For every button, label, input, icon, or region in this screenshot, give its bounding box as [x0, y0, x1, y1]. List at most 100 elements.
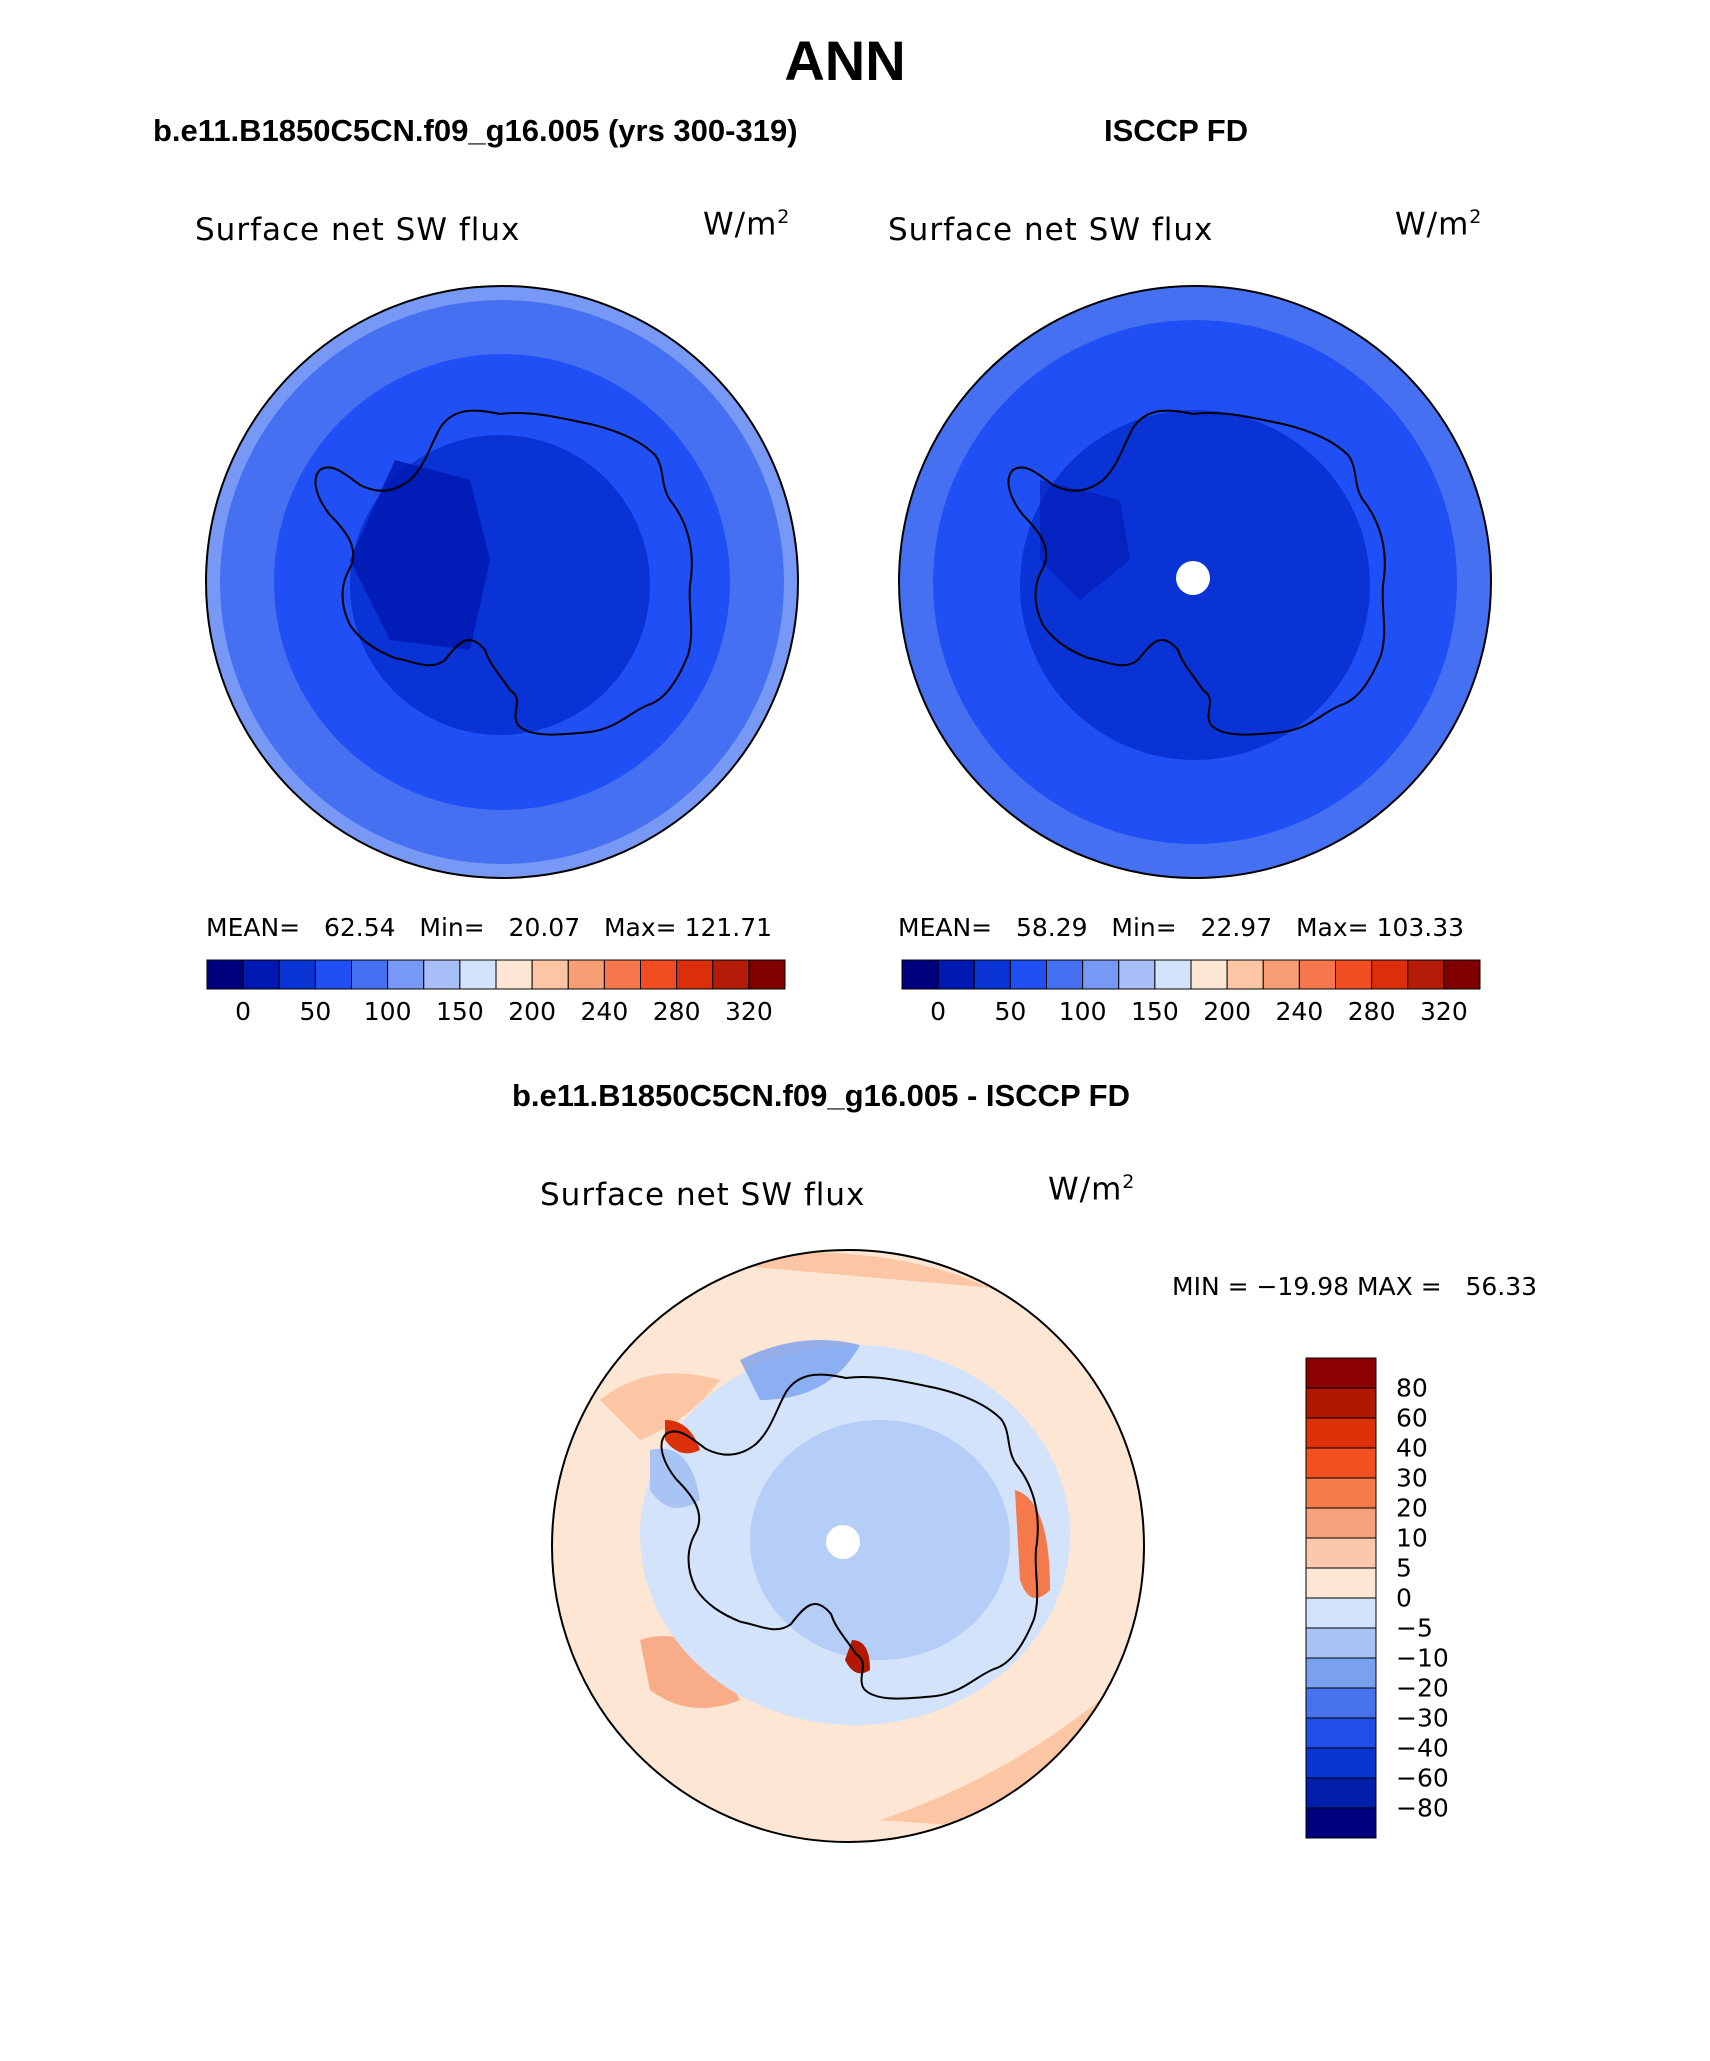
colorbar-model-tick-label: 0: [235, 997, 252, 1026]
colorbar-model-cell: [242, 959, 280, 990]
max-value: 103.33: [1376, 913, 1465, 942]
panel-obs-variable: Surface net SW flux: [888, 212, 1214, 248]
max-label: Max=: [603, 913, 677, 942]
colorbar-model-cell: [387, 959, 425, 990]
colorbar-model-tick-label: 240: [580, 997, 629, 1026]
colorbar-diff-cell: [1305, 1657, 1377, 1689]
colorbar-model-cell: [206, 959, 244, 990]
colorbar-diff-cell: [1305, 1357, 1377, 1389]
colorbar-model-cell: [459, 959, 497, 990]
colorbar-obs-cell: [973, 959, 1011, 990]
colorbar-diff-cell: [1305, 1387, 1377, 1419]
colorbar-obs-cell: [1335, 959, 1373, 990]
panel-diff-variable: Surface net SW flux: [540, 1177, 866, 1213]
panel-diff-units: W/m2: [1048, 1171, 1136, 1208]
colorbar-diff-tick-label: −5: [1396, 1613, 1433, 1643]
colorbar-model-cell: [495, 959, 533, 990]
colorbar-diff: [1305, 1357, 1377, 1839]
colorbar-model-cell: [567, 959, 605, 990]
panel-model-subtitle: b.e11.B1850C5CN.f09_g16.005 (yrs 300-319…: [153, 113, 798, 148]
colorbar-obs-cell: [1298, 959, 1336, 990]
colorbar-model-cell: [531, 959, 569, 990]
colorbar-model-tick-label: 50: [299, 997, 332, 1026]
colorbar-diff-tick-label: −80: [1396, 1793, 1449, 1823]
colorbar-diff-cell: [1305, 1537, 1377, 1569]
colorbar-diff-tick-label: 5: [1396, 1553, 1412, 1583]
colorbar-diff-cell: [1305, 1447, 1377, 1479]
colorbar-model-cell: [278, 959, 316, 990]
mean-label: MEAN=: [206, 913, 301, 942]
colorbar-model-cell: [603, 959, 641, 990]
panel-obs-units: W/m2: [1395, 206, 1483, 243]
colorbar-diff-tick-label: −40: [1396, 1733, 1449, 1763]
antarctica-coastline: [314, 409, 693, 736]
colorbar-obs-tick-label: 150: [1131, 997, 1179, 1026]
mean-value: 58.29: [1015, 913, 1088, 942]
mean-value: 62.54: [323, 913, 396, 942]
colorbar-model-cell: [712, 959, 750, 990]
colorbar-diff-cell: [1305, 1717, 1377, 1749]
colorbar-model-cell: [640, 959, 678, 990]
colorbar-obs-tick-label: 240: [1275, 997, 1324, 1026]
colorbar-obs-cell: [1443, 959, 1481, 990]
colorbar-diff-tick-label: −10: [1396, 1643, 1449, 1673]
colorbar-diff-cell: [1305, 1747, 1377, 1779]
colorbar-obs-cell: [1009, 959, 1047, 990]
panel-diff-subtitle: b.e11.B1850C5CN.f09_g16.005 - ISCCP FD: [512, 1078, 1131, 1113]
colorbar-model: [206, 959, 786, 990]
colorbar-obs-cell: [1046, 959, 1084, 990]
pole-hole: [1176, 561, 1210, 595]
panel-model-variable: Surface net SW flux: [195, 212, 521, 248]
antarctica-coastline: [660, 1373, 1039, 1700]
colorbar-obs-tick-label: 320: [1420, 997, 1468, 1026]
colorbar-diff-tick-label: 10: [1396, 1523, 1428, 1553]
colorbar-model-tick-label: 280: [652, 997, 701, 1026]
colorbar-model-cell: [351, 959, 389, 990]
min-label: Min=: [1111, 913, 1177, 942]
colorbar-obs: [901, 959, 1481, 990]
mean-label: MEAN=: [898, 913, 993, 942]
colorbar-obs-tick-label: 0: [930, 997, 947, 1026]
colorbar-obs-cell: [1371, 959, 1409, 990]
colorbar-diff-tick-label: 40: [1396, 1433, 1428, 1463]
colorbar-diff-cell: [1305, 1687, 1377, 1719]
panel-model-units: W/m2: [703, 206, 791, 243]
panel-obs-subtitle: ISCCP FD: [1104, 113, 1249, 148]
colorbar-obs-tick-label: 50: [994, 997, 1027, 1026]
colorbar-model-tick-label: 320: [725, 997, 773, 1026]
pole-hole: [826, 1525, 860, 1559]
colorbar-diff-cell: [1305, 1807, 1377, 1839]
colorbar-diff-cell: [1305, 1597, 1377, 1629]
min-value: 20.07: [508, 913, 581, 942]
figure-title: ANN: [784, 29, 906, 92]
colorbar-diff-cell: [1305, 1777, 1377, 1809]
map-diff-boundary: [551, 1249, 1145, 1843]
colorbar-diff-cell: [1305, 1507, 1377, 1539]
colorbar-obs-cell: [901, 959, 939, 990]
colorbar-obs-cell: [937, 959, 975, 990]
antarctica-coastline: [1007, 409, 1386, 736]
colorbar-diff-tick-label: 30: [1396, 1463, 1428, 1493]
colorbar-diff-tick-label: 0: [1396, 1583, 1412, 1613]
colorbar-diff-cell: [1305, 1627, 1377, 1659]
max-value: 121.71: [684, 913, 773, 942]
panel-diff-minmax: MIN = −19.98 MAX = 56.33: [1172, 1272, 1538, 1301]
colorbar-diff-tick-label: 20: [1396, 1493, 1428, 1523]
colorbar-model-tick-label: 150: [436, 997, 484, 1026]
colorbar-diff-cell: [1305, 1567, 1377, 1599]
colorbar-obs-cell: [1082, 959, 1120, 990]
colorbar-model-cell: [676, 959, 714, 990]
colorbar-diff-tick-label: 80: [1396, 1373, 1428, 1403]
colorbar-diff-cell: [1305, 1477, 1377, 1509]
colorbar-obs-cell: [1154, 959, 1192, 990]
map-obs-boundary: [898, 285, 1492, 879]
colorbar-diff-cell: [1305, 1417, 1377, 1449]
min-value: 22.97: [1200, 913, 1273, 942]
colorbar-diff-tick-label: 60: [1396, 1403, 1428, 1433]
max-label: Max=: [1295, 913, 1369, 942]
colorbar-diff-tick-label: −60: [1396, 1763, 1449, 1793]
colorbar-diff-tick-label: −30: [1396, 1703, 1449, 1733]
colorbar-model-cell: [423, 959, 461, 990]
colorbar-model-tick-label: 100: [363, 997, 412, 1026]
